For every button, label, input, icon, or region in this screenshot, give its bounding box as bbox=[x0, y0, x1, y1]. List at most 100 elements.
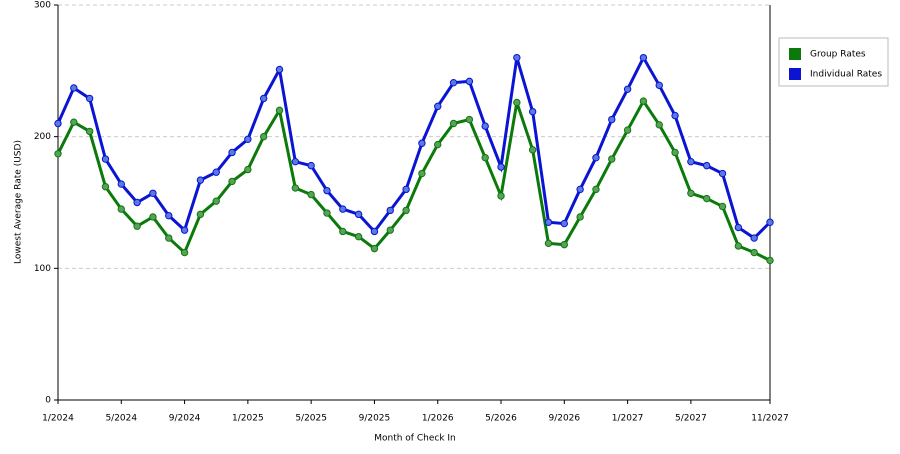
point bbox=[117, 180, 125, 188]
point bbox=[180, 248, 189, 257]
point bbox=[291, 184, 300, 192]
x-tick-label: 5/2025 bbox=[295, 414, 327, 424]
point bbox=[718, 169, 727, 178]
point bbox=[339, 227, 347, 236]
point bbox=[386, 226, 394, 234]
point bbox=[434, 102, 442, 111]
series-line bbox=[56, 98, 771, 262]
point bbox=[544, 218, 553, 226]
point bbox=[671, 111, 679, 120]
point bbox=[481, 122, 489, 130]
legend-swatch bbox=[789, 68, 801, 80]
point bbox=[354, 233, 363, 241]
point bbox=[687, 189, 695, 197]
point bbox=[687, 157, 695, 166]
x-tick-label: 9/2024 bbox=[169, 414, 201, 424]
x-tick-label: 9/2026 bbox=[548, 414, 580, 424]
point bbox=[165, 234, 173, 242]
x-tick-label: 9/2025 bbox=[359, 414, 391, 424]
y-tick-label: 200 bbox=[34, 132, 51, 142]
point bbox=[497, 192, 505, 200]
point bbox=[402, 185, 410, 194]
x-axis-title: Month of Check In bbox=[374, 434, 456, 444]
point bbox=[623, 85, 632, 93]
point bbox=[275, 106, 284, 115]
point bbox=[576, 185, 584, 194]
legend-label: Individual Rates bbox=[810, 70, 882, 80]
point bbox=[370, 244, 379, 253]
point bbox=[766, 218, 774, 226]
point bbox=[244, 165, 252, 174]
x-tick-label: 11/2027 bbox=[751, 414, 788, 424]
legend-label: Group Rates bbox=[810, 50, 866, 60]
point bbox=[608, 155, 616, 163]
point bbox=[465, 115, 474, 124]
point bbox=[528, 146, 537, 154]
point bbox=[513, 98, 521, 107]
x-tick-label: 1/2027 bbox=[612, 414, 644, 424]
point bbox=[576, 213, 584, 221]
point bbox=[165, 211, 173, 220]
point bbox=[101, 155, 110, 163]
point bbox=[655, 121, 663, 129]
point bbox=[671, 148, 679, 157]
x-tick-label: 5/2024 bbox=[105, 414, 137, 424]
x-tick-label: 1/2024 bbox=[42, 414, 74, 424]
point bbox=[149, 213, 157, 221]
point bbox=[307, 161, 315, 170]
point bbox=[718, 202, 727, 211]
point bbox=[101, 183, 110, 191]
point bbox=[228, 177, 236, 186]
point bbox=[703, 161, 711, 170]
point bbox=[228, 148, 236, 157]
point bbox=[212, 168, 220, 176]
point bbox=[449, 78, 458, 87]
point bbox=[85, 127, 94, 136]
point bbox=[734, 242, 743, 250]
point bbox=[196, 210, 205, 219]
point bbox=[212, 197, 220, 205]
point bbox=[70, 118, 78, 126]
series-line bbox=[56, 54, 772, 240]
point bbox=[465, 77, 474, 86]
point bbox=[354, 210, 363, 219]
point bbox=[386, 206, 394, 215]
point bbox=[639, 53, 648, 62]
point bbox=[623, 126, 632, 134]
point bbox=[259, 94, 268, 103]
point bbox=[259, 132, 268, 141]
point bbox=[734, 223, 743, 232]
point bbox=[639, 97, 648, 105]
point bbox=[291, 157, 300, 166]
point bbox=[513, 53, 521, 62]
legend-swatch bbox=[789, 48, 801, 60]
x-tick-label: 1/2025 bbox=[232, 414, 264, 424]
y-axis-title: Lowest Average Rate (USD) bbox=[14, 140, 24, 264]
point bbox=[766, 256, 774, 265]
point bbox=[117, 205, 125, 213]
x-tick-label: 5/2027 bbox=[675, 414, 707, 424]
point bbox=[528, 107, 537, 116]
point bbox=[608, 115, 616, 124]
point bbox=[133, 198, 141, 207]
point bbox=[703, 194, 711, 203]
point bbox=[449, 119, 458, 128]
point bbox=[481, 154, 489, 162]
point bbox=[54, 150, 62, 158]
point bbox=[339, 205, 347, 213]
point bbox=[323, 209, 331, 217]
point bbox=[592, 154, 600, 162]
point bbox=[323, 186, 331, 195]
point bbox=[402, 206, 410, 215]
point bbox=[244, 135, 252, 144]
point bbox=[418, 169, 426, 178]
point bbox=[180, 226, 189, 234]
point bbox=[750, 248, 758, 257]
point bbox=[275, 65, 284, 74]
point bbox=[560, 240, 569, 249]
point bbox=[750, 234, 758, 242]
point bbox=[196, 176, 205, 184]
point bbox=[418, 139, 426, 147]
point bbox=[544, 239, 553, 248]
